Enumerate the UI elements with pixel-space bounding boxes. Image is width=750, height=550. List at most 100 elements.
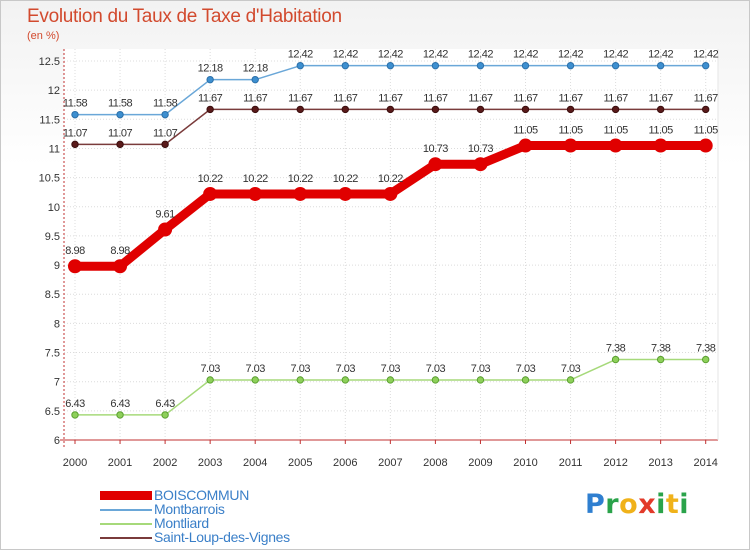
x-tick-label: 2003	[198, 457, 222, 469]
data-point	[656, 355, 665, 364]
chart-unit-label: (en %)	[27, 30, 60, 42]
data-point	[113, 259, 128, 274]
data-point	[386, 105, 395, 114]
data-point	[341, 376, 349, 384]
x-tick-label: 2011	[559, 457, 583, 469]
data-point	[566, 376, 575, 384]
data-label: 12.42	[468, 49, 493, 61]
data-label: 10.22	[288, 173, 313, 185]
data-label: 11.07	[153, 127, 178, 139]
data-label: 10.22	[198, 173, 223, 185]
data-point	[293, 186, 308, 201]
data-label: 12.42	[378, 49, 403, 61]
x-tick-label: 2010	[513, 457, 537, 469]
x-tick-label: 2014	[693, 457, 717, 469]
data-label: 6.43	[65, 398, 85, 410]
data-label: 11.67	[333, 92, 358, 104]
data-label: 11.67	[468, 92, 493, 104]
data-point	[68, 259, 82, 274]
data-point	[431, 105, 440, 114]
data-point	[206, 105, 214, 114]
legend-swatch	[100, 537, 152, 539]
data-point	[296, 61, 304, 70]
y-tick-label: 6	[54, 435, 60, 447]
data-point	[431, 376, 440, 384]
legend-label: Montliard	[154, 515, 209, 531]
data-label: 12.42	[333, 49, 358, 61]
data-point	[473, 157, 488, 172]
data-point	[71, 411, 79, 419]
x-tick-label: 2004	[243, 457, 267, 469]
legend-label: Saint-Loup-des-Vignes	[154, 529, 290, 545]
y-tick-label: 8.5	[45, 289, 60, 301]
x-tick-label: 2012	[603, 457, 627, 469]
data-label: 11.67	[243, 92, 268, 104]
data-point	[521, 376, 530, 384]
data-label: 7.38	[651, 343, 671, 355]
x-tick-label: 2008	[423, 457, 447, 469]
data-point	[251, 105, 259, 114]
data-label: 11.58	[153, 98, 178, 110]
data-label: 10.22	[333, 173, 358, 185]
data-point	[296, 105, 304, 114]
data-point	[521, 105, 530, 114]
data-point	[203, 186, 218, 201]
data-label: 11.05	[558, 125, 583, 137]
data-label: 11.67	[198, 92, 223, 104]
data-label: 11.05	[603, 125, 628, 137]
data-label: 7.03	[200, 363, 220, 375]
data-label: 11.05	[513, 125, 538, 137]
y-tick-label: 10	[48, 202, 60, 214]
legend-label: Montbarrois	[154, 501, 225, 517]
data-label: 11.67	[603, 92, 628, 104]
data-point	[161, 110, 169, 119]
legend-label: BOISCOMMUN	[154, 487, 250, 503]
data-label: 12.42	[513, 49, 538, 61]
y-tick-label: 6.5	[45, 406, 60, 418]
data-point	[611, 61, 620, 70]
data-label: 12.42	[603, 49, 628, 61]
proxiti-logo: Proxiti	[585, 489, 690, 520]
data-label: 11.58	[108, 98, 133, 110]
data-label: 11.67	[649, 92, 674, 104]
data-point	[251, 376, 259, 384]
data-label: 9.61	[155, 209, 175, 221]
data-point	[341, 105, 349, 114]
data-label: 10.22	[378, 173, 403, 185]
y-tick-label: 11	[49, 143, 60, 155]
data-point	[338, 186, 353, 201]
data-label: 7.03	[336, 363, 356, 375]
y-tick-label: 11.5	[39, 114, 60, 126]
y-tick-label: 7	[54, 377, 60, 389]
data-point	[248, 186, 263, 201]
data-label: 12.18	[198, 63, 223, 75]
data-point	[476, 105, 485, 114]
data-label: 10.73	[423, 143, 448, 155]
data-point	[386, 376, 395, 384]
data-point	[566, 61, 575, 70]
data-point	[383, 186, 398, 201]
y-tick-label: 7.5	[45, 348, 60, 360]
data-label: 12.42	[423, 49, 448, 61]
data-point	[653, 138, 668, 153]
data-label: 7.03	[516, 363, 536, 375]
y-tick-label: 8	[54, 318, 60, 330]
data-label: 11.07	[63, 127, 88, 139]
data-point	[428, 157, 443, 172]
y-tick-label: 12	[48, 85, 60, 97]
data-label: 11.67	[694, 92, 719, 104]
data-label: 11.05	[649, 125, 674, 137]
plot-area	[64, 49, 718, 440]
data-point	[702, 355, 710, 364]
y-tick-label: 10.5	[39, 173, 60, 185]
data-label: 8.98	[65, 245, 85, 257]
x-tick-label: 2007	[378, 457, 402, 469]
data-point	[563, 138, 578, 153]
data-point	[656, 105, 665, 114]
data-point	[702, 105, 710, 114]
data-point	[611, 105, 620, 114]
legend-swatch	[100, 491, 152, 500]
data-label: 8.98	[110, 245, 130, 257]
data-label: 7.03	[245, 363, 265, 375]
